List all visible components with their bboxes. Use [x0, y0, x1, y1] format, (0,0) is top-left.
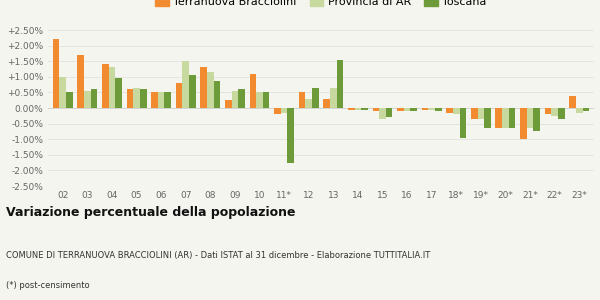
Bar	[379, 108, 386, 119]
Bar	[484, 108, 491, 128]
Bar	[182, 61, 189, 108]
Bar	[373, 108, 379, 111]
Text: (*) post-censimento: (*) post-censimento	[6, 281, 89, 290]
Bar	[323, 99, 330, 108]
Bar	[348, 108, 355, 110]
Bar	[164, 92, 171, 108]
Legend: Terranuova Bracciolini, Provincia di AR, Toscana: Terranuova Bracciolini, Provincia di AR,…	[151, 0, 491, 11]
Bar	[176, 83, 182, 108]
Bar	[299, 92, 305, 108]
Bar	[274, 108, 281, 114]
Bar	[189, 75, 196, 108]
Bar	[207, 72, 214, 108]
Bar	[545, 108, 551, 114]
Bar	[478, 108, 484, 119]
Bar	[281, 108, 287, 113]
Bar	[533, 108, 540, 131]
Bar	[109, 68, 115, 108]
Bar	[84, 91, 91, 108]
Bar	[53, 39, 59, 108]
Bar	[386, 108, 392, 117]
Bar	[502, 108, 509, 128]
Bar	[520, 108, 527, 139]
Bar	[453, 108, 460, 114]
Bar	[200, 68, 207, 108]
Bar	[140, 89, 146, 108]
Bar	[576, 108, 583, 113]
Bar	[496, 108, 502, 128]
Bar	[232, 91, 238, 108]
Bar	[397, 108, 404, 111]
Text: COMUNE DI TERRANUOVA BRACCIOLINI (AR) - Dati ISTAT al 31 dicembre - Elaborazione: COMUNE DI TERRANUOVA BRACCIOLINI (AR) - …	[6, 251, 430, 260]
Bar	[404, 108, 410, 111]
Bar	[158, 92, 164, 108]
Bar	[527, 108, 533, 128]
Bar	[256, 92, 263, 108]
Bar	[330, 88, 337, 108]
Bar	[569, 95, 576, 108]
Bar	[551, 108, 558, 116]
Bar	[471, 108, 478, 119]
Bar	[250, 74, 256, 108]
Bar	[238, 89, 245, 108]
Bar	[446, 108, 453, 113]
Bar	[509, 108, 515, 128]
Text: Variazione percentuale della popolazione: Variazione percentuale della popolazione	[6, 206, 296, 219]
Bar	[410, 108, 417, 111]
Bar	[305, 99, 312, 108]
Bar	[558, 108, 565, 119]
Bar	[263, 92, 269, 108]
Bar	[361, 108, 368, 110]
Bar	[435, 108, 442, 111]
Bar	[583, 108, 589, 111]
Bar	[312, 88, 319, 108]
Bar	[102, 64, 109, 108]
Bar	[77, 55, 84, 108]
Bar	[287, 108, 294, 163]
Bar	[91, 89, 97, 108]
Bar	[337, 60, 343, 108]
Bar	[151, 92, 158, 108]
Bar	[428, 108, 435, 110]
Bar	[355, 108, 361, 110]
Bar	[59, 77, 66, 108]
Bar	[225, 100, 232, 108]
Bar	[133, 88, 140, 108]
Bar	[214, 82, 220, 108]
Bar	[115, 78, 122, 108]
Bar	[460, 108, 466, 138]
Bar	[66, 92, 73, 108]
Bar	[127, 89, 133, 108]
Bar	[422, 108, 428, 110]
